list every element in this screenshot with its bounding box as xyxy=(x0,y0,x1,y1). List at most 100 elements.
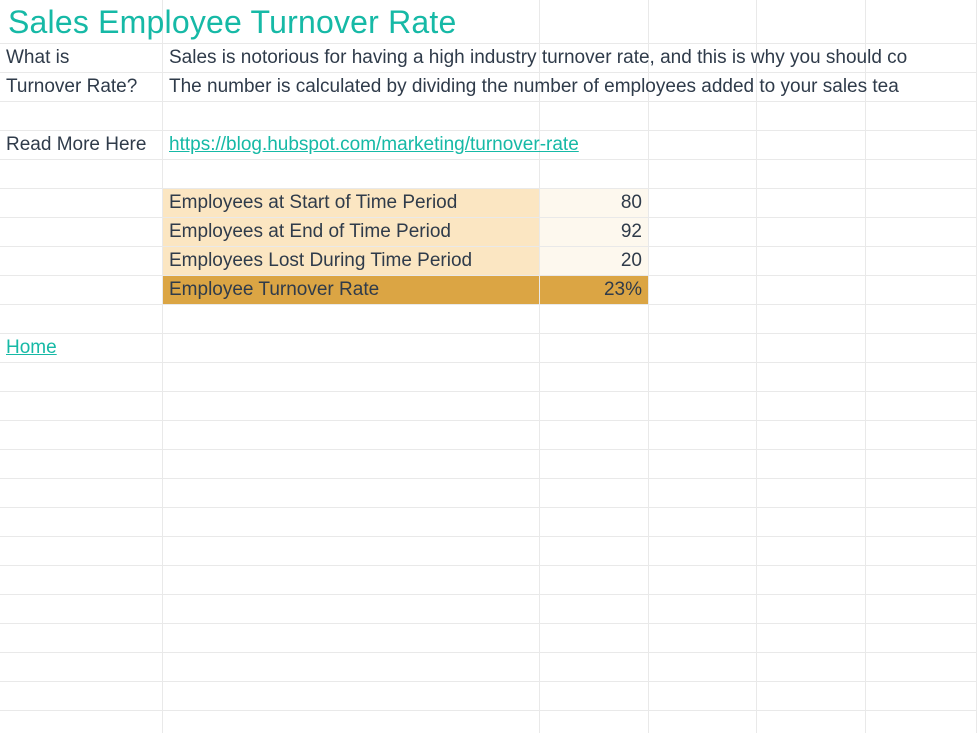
grid-cell[interactable] xyxy=(866,711,977,733)
grid-cell[interactable] xyxy=(649,160,757,189)
calc-row-value[interactable]: 92 xyxy=(540,218,649,247)
grid-cell[interactable] xyxy=(649,276,757,305)
grid-cell[interactable] xyxy=(0,595,163,624)
grid-cell[interactable] xyxy=(163,566,540,595)
grid-cell[interactable] xyxy=(866,537,977,566)
grid-cell[interactable] xyxy=(757,421,866,450)
grid-cell[interactable] xyxy=(757,102,866,131)
grid-cell[interactable] xyxy=(866,276,977,305)
grid-cell[interactable] xyxy=(866,566,977,595)
grid-cell[interactable] xyxy=(0,392,163,421)
grid-cell[interactable] xyxy=(866,595,977,624)
grid-cell[interactable] xyxy=(163,653,540,682)
grid-cell[interactable] xyxy=(649,537,757,566)
grid-cell[interactable] xyxy=(866,508,977,537)
grid-cell[interactable] xyxy=(866,247,977,276)
grid-cell[interactable] xyxy=(540,479,649,508)
grid-cell[interactable] xyxy=(163,102,540,131)
grid-cell[interactable] xyxy=(757,334,866,363)
calc-row-label[interactable]: Employee Turnover Rate xyxy=(163,276,540,305)
grid-cell[interactable] xyxy=(866,363,977,392)
grid-cell[interactable] xyxy=(757,160,866,189)
grid-cell[interactable] xyxy=(540,160,649,189)
grid-cell[interactable] xyxy=(540,305,649,334)
grid-cell[interactable] xyxy=(163,160,540,189)
read-more-link-cell[interactable]: https://blog.hubspot.com/marketing/turno… xyxy=(163,131,977,160)
grid-cell[interactable] xyxy=(0,450,163,479)
grid-cell[interactable] xyxy=(649,392,757,421)
grid-cell[interactable] xyxy=(0,363,163,392)
grid-cell[interactable] xyxy=(866,218,977,247)
grid-cell[interactable] xyxy=(0,566,163,595)
grid-cell[interactable] xyxy=(163,392,540,421)
grid-cell[interactable] xyxy=(0,479,163,508)
grid-cell[interactable] xyxy=(757,624,866,653)
grid-cell[interactable] xyxy=(866,624,977,653)
grid-cell[interactable] xyxy=(757,508,866,537)
grid-cell[interactable] xyxy=(0,102,163,131)
grid-cell[interactable] xyxy=(757,711,866,733)
grid-cell[interactable] xyxy=(540,711,649,733)
grid-cell[interactable] xyxy=(0,305,163,334)
grid-cell[interactable] xyxy=(163,479,540,508)
grid-cell[interactable] xyxy=(757,566,866,595)
grid-cell[interactable] xyxy=(163,305,540,334)
grid-cell[interactable] xyxy=(540,102,649,131)
grid-cell[interactable] xyxy=(540,595,649,624)
grid-cell[interactable] xyxy=(163,421,540,450)
grid-cell[interactable] xyxy=(540,653,649,682)
grid-cell[interactable] xyxy=(0,537,163,566)
grid-cell[interactable] xyxy=(649,102,757,131)
grid-cell[interactable] xyxy=(0,682,163,711)
grid-cell[interactable] xyxy=(757,305,866,334)
calc-row-value[interactable]: 23% xyxy=(540,276,649,305)
grid-cell[interactable] xyxy=(649,682,757,711)
grid-cell[interactable] xyxy=(649,479,757,508)
grid-cell[interactable] xyxy=(649,334,757,363)
grid-cell[interactable] xyxy=(540,421,649,450)
grid-cell[interactable] xyxy=(540,334,649,363)
grid-cell[interactable] xyxy=(757,450,866,479)
grid-cell[interactable] xyxy=(649,247,757,276)
grid-cell[interactable] xyxy=(757,0,866,44)
grid-cell[interactable] xyxy=(866,479,977,508)
grid-cell[interactable] xyxy=(649,189,757,218)
grid-cell[interactable] xyxy=(163,508,540,537)
calc-row-value[interactable]: 20 xyxy=(540,247,649,276)
grid-cell[interactable] xyxy=(163,363,540,392)
grid-cell[interactable] xyxy=(163,450,540,479)
grid-cell[interactable] xyxy=(0,160,163,189)
grid-cell[interactable] xyxy=(866,392,977,421)
grid-cell[interactable] xyxy=(649,450,757,479)
grid-cell[interactable] xyxy=(757,595,866,624)
grid-cell[interactable] xyxy=(540,392,649,421)
grid-cell[interactable] xyxy=(0,247,163,276)
grid-cell[interactable] xyxy=(649,566,757,595)
home-link[interactable]: Home xyxy=(6,336,57,360)
grid-cell[interactable] xyxy=(163,682,540,711)
grid-cell[interactable] xyxy=(757,479,866,508)
calc-row-label[interactable]: Employees at End of Time Period xyxy=(163,218,540,247)
grid-cell[interactable] xyxy=(757,218,866,247)
grid-cell[interactable] xyxy=(163,624,540,653)
grid-cell[interactable] xyxy=(866,682,977,711)
home-link-cell[interactable]: Home xyxy=(0,334,163,363)
calc-row-value[interactable]: 80 xyxy=(540,189,649,218)
grid-cell[interactable] xyxy=(540,508,649,537)
grid-cell[interactable] xyxy=(649,305,757,334)
grid-cell[interactable] xyxy=(163,334,540,363)
grid-cell[interactable] xyxy=(866,653,977,682)
grid-cell[interactable] xyxy=(757,653,866,682)
grid-cell[interactable] xyxy=(0,624,163,653)
grid-cell[interactable] xyxy=(540,450,649,479)
grid-cell[interactable] xyxy=(0,421,163,450)
grid-cell[interactable] xyxy=(649,595,757,624)
grid-cell[interactable] xyxy=(163,711,540,733)
grid-cell[interactable] xyxy=(0,276,163,305)
grid-cell[interactable] xyxy=(649,653,757,682)
grid-cell[interactable] xyxy=(757,276,866,305)
grid-cell[interactable] xyxy=(866,421,977,450)
grid-cell[interactable] xyxy=(540,363,649,392)
grid-cell[interactable] xyxy=(866,0,977,44)
grid-cell[interactable] xyxy=(649,218,757,247)
